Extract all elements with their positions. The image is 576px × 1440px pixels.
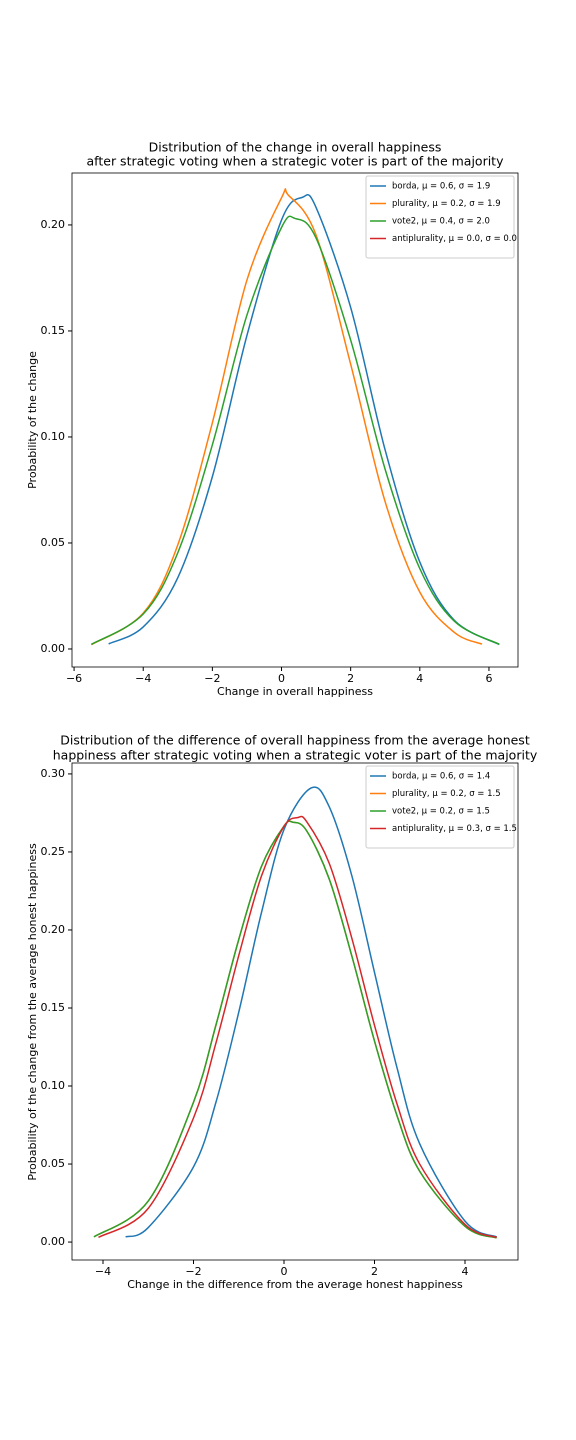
legend-label: antiplurality, μ = 0.0, σ = 0.0	[392, 234, 517, 244]
y-tick-label: 0.15	[41, 1001, 66, 1014]
x-tick-label: −4	[135, 672, 151, 685]
legend-label: borda, μ = 0.6, σ = 1.4	[392, 772, 490, 782]
legend-label: vote2, μ = 0.4, σ = 2.0	[392, 217, 490, 227]
y-axis-label: Probability of the change	[26, 351, 39, 489]
series-line	[90, 215, 500, 645]
chart-title: happiness after strategic voting when a …	[53, 748, 538, 763]
y-tick-label: 0.15	[41, 324, 66, 337]
x-tick-label: −2	[204, 672, 220, 685]
series-line	[108, 194, 500, 646]
chart-title: Distribution of the change in overall ha…	[149, 140, 442, 155]
y-tick-label: 0.05	[41, 1157, 66, 1170]
legend-label: plurality, μ = 0.2, σ = 1.5	[392, 789, 501, 799]
series-line	[125, 786, 498, 1238]
series-line	[90, 188, 483, 646]
legend-box	[365, 175, 515, 259]
y-tick-label: 0.10	[41, 1079, 66, 1092]
x-tick-label: 0	[281, 1265, 288, 1278]
y-tick-label: 0.00	[41, 642, 66, 655]
x-tick-label: 4	[416, 672, 423, 685]
y-tick-label: 0.30	[41, 767, 66, 780]
series-line	[98, 815, 497, 1239]
legend-label: vote2, μ = 0.2, σ = 1.5	[392, 807, 490, 817]
y-axis-label: Probability of the change from the avera…	[26, 843, 39, 1181]
x-tick-label: 2	[347, 672, 354, 685]
axes-frame	[71, 172, 519, 668]
x-tick-label: 6	[485, 672, 492, 685]
axes-frame	[71, 762, 519, 1261]
y-tick-label: 0.25	[41, 845, 66, 858]
y-tick-label: 0.00	[41, 1235, 66, 1248]
y-tick-label: 0.20	[41, 923, 66, 936]
chart-title: after strategic voting when a strategic …	[87, 154, 505, 169]
x-tick-label: −6	[66, 672, 82, 685]
x-tick-label: −2	[185, 1265, 201, 1278]
x-axis-label: Change in overall happiness	[217, 685, 373, 698]
legend-label: plurality, μ = 0.2, σ = 1.9	[392, 199, 501, 209]
x-tick-label: −4	[95, 1265, 111, 1278]
y-tick-label: 0.05	[41, 536, 66, 549]
y-tick-label: 0.10	[41, 430, 66, 443]
chart-title: Distribution of the difference of overal…	[60, 733, 530, 748]
x-tick-label: 4	[462, 1265, 469, 1278]
legend-label: antiplurality, μ = 0.3, σ = 1.5	[392, 824, 517, 834]
x-axis-label: Change in the difference from the averag…	[127, 1278, 463, 1291]
legend-box	[365, 765, 515, 849]
legend-label: borda, μ = 0.6, σ = 1.9	[392, 182, 490, 192]
y-tick-label: 0.20	[41, 218, 66, 231]
x-tick-label: 2	[371, 1265, 378, 1278]
series-line	[93, 820, 497, 1239]
x-tick-label: 0	[278, 672, 285, 685]
